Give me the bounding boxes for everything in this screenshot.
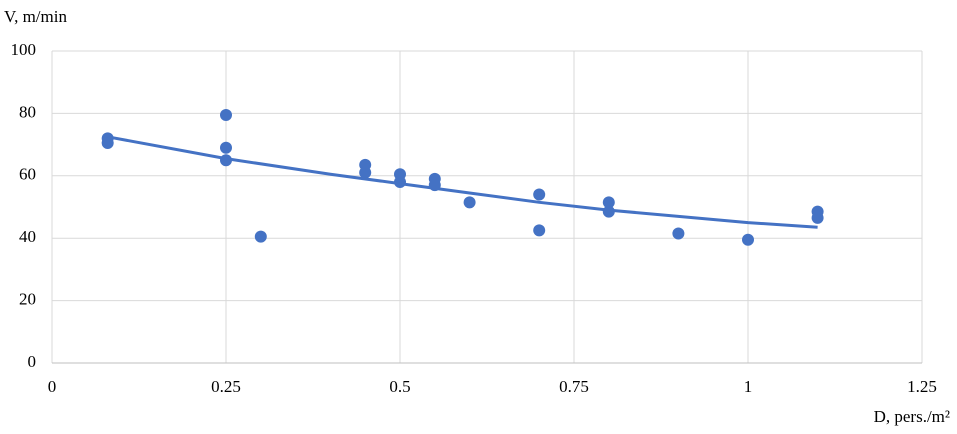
scatter-point bbox=[101, 137, 114, 150]
scatter-point bbox=[742, 233, 754, 246]
scatter-point bbox=[811, 211, 824, 224]
x-axis-label: D, pers./m² bbox=[874, 407, 950, 426]
trend-line bbox=[107, 135, 818, 229]
y-tick-label: 60 bbox=[19, 165, 36, 184]
y-tick-label: 40 bbox=[19, 227, 36, 246]
x-tick-label: 1.25 bbox=[907, 377, 937, 396]
scatter-point bbox=[463, 196, 476, 209]
scatter-point bbox=[220, 108, 232, 121]
y-tick-label: 80 bbox=[19, 102, 36, 121]
y-tick-label: 100 bbox=[11, 40, 37, 59]
scatter-point bbox=[220, 141, 232, 154]
scatter-point bbox=[533, 224, 546, 237]
scatter-point bbox=[672, 227, 685, 240]
x-tick-label: 0.75 bbox=[559, 377, 589, 396]
y-axis-label: V, m/min bbox=[4, 7, 67, 26]
scatter-point bbox=[602, 196, 615, 209]
x-tick-label: 1 bbox=[744, 377, 753, 396]
scatter-point bbox=[254, 230, 267, 243]
scatter-point bbox=[359, 166, 372, 179]
y-tick-label: 0 bbox=[28, 352, 37, 371]
y-tick-label: 20 bbox=[19, 290, 36, 309]
x-tick-label: 0 bbox=[48, 377, 57, 396]
x-tick-label: 0.25 bbox=[211, 377, 241, 396]
x-tick-label: 0.5 bbox=[389, 377, 410, 396]
scatter-point bbox=[533, 188, 546, 201]
